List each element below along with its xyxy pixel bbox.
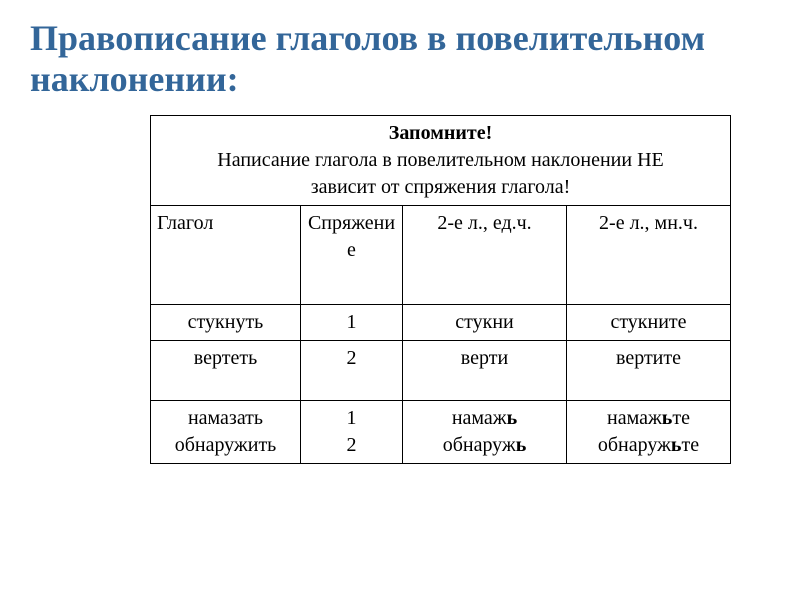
column-headers-row: Глагол Спряжени е 2-е л., ед.ч. 2-е л., … bbox=[151, 205, 731, 304]
col-conjugation: Спряжени е bbox=[301, 205, 403, 304]
table-container: Запомните! Написание глагола в повелител… bbox=[150, 115, 770, 464]
col-singular: 2-е л., ед.ч. bbox=[403, 205, 567, 304]
col-verb: Глагол bbox=[151, 205, 301, 304]
sg1-stem: намаж bbox=[452, 407, 507, 429]
pl2-stem: обнаруж bbox=[598, 434, 671, 456]
pl1-stem: намаж bbox=[607, 407, 662, 429]
col-conj-part1: Спряжени bbox=[308, 212, 395, 234]
cell-conj-multi: 1 2 bbox=[301, 400, 403, 463]
pl2-suffix: те bbox=[682, 434, 700, 456]
conj-2: 2 bbox=[347, 434, 357, 456]
sg1-soft: ь bbox=[507, 407, 518, 429]
table-row: стукнуть 1 стукни стукните bbox=[151, 304, 731, 340]
cell-sg: стукни bbox=[403, 304, 567, 340]
header-block: Запомните! Написание глагола в повелител… bbox=[151, 115, 731, 205]
cell-sg-multi: намажь обнаружь bbox=[403, 400, 567, 463]
cell-pl-multi: намажьте обнаружьте bbox=[567, 400, 731, 463]
cell-conj: 1 bbox=[301, 304, 403, 340]
cell-verb: вертеть bbox=[151, 340, 301, 400]
header-title: Запомните! bbox=[157, 120, 724, 147]
cell-verb: стукнуть bbox=[151, 304, 301, 340]
verb-2: обнаружить bbox=[175, 434, 277, 456]
sg2-stem: обнаруж bbox=[443, 434, 516, 456]
col-plural: 2-е л., мн.ч. bbox=[567, 205, 731, 304]
sg2-soft: ь bbox=[516, 434, 527, 456]
cell-conj: 2 bbox=[301, 340, 403, 400]
header-line-1: Написание глагола в повелительном наклон… bbox=[157, 147, 724, 174]
imperative-table: Запомните! Написание глагола в повелител… bbox=[150, 115, 731, 464]
cell-pl: вертите bbox=[567, 340, 731, 400]
header-line-2: зависит от спряжения глагола! bbox=[157, 174, 724, 201]
table-row: вертеть 2 верти вертите bbox=[151, 340, 731, 400]
conj-1: 1 bbox=[347, 407, 357, 429]
pl2-soft: ь bbox=[671, 434, 682, 456]
table-row-softsign: намазать обнаружить 1 2 намажь обнаружь … bbox=[151, 400, 731, 463]
pl1-soft: ь bbox=[662, 407, 673, 429]
pl1-suffix: те bbox=[672, 407, 690, 429]
table-header-row: Запомните! Написание глагола в повелител… bbox=[151, 115, 731, 205]
cell-verb-multi: намазать обнаружить bbox=[151, 400, 301, 463]
col-conj-part2: е bbox=[347, 239, 356, 261]
verb-1: намазать bbox=[188, 407, 263, 429]
cell-sg: верти bbox=[403, 340, 567, 400]
cell-pl: стукните bbox=[567, 304, 731, 340]
slide-title: Правописание глаголов в повелительном на… bbox=[30, 18, 770, 101]
